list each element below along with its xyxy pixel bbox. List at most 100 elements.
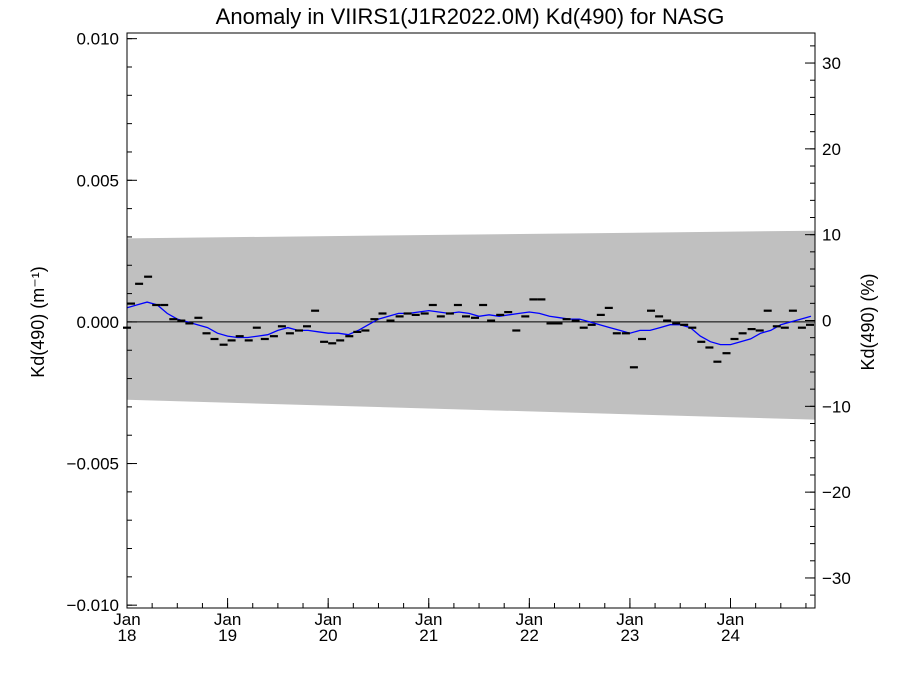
monthly-point xyxy=(471,316,479,319)
monthly-point xyxy=(361,329,370,332)
x-axis-year-label: 18 xyxy=(118,626,137,645)
monthly-point xyxy=(420,312,429,315)
monthly-point xyxy=(638,337,646,341)
x-axis-month-label: Jan xyxy=(717,610,744,629)
x-axis-year-label: 20 xyxy=(319,626,338,645)
monthly-point xyxy=(755,329,764,332)
x-axis-year-label: 24 xyxy=(721,626,740,645)
x-axis-year-label: 23 xyxy=(620,626,639,645)
left-axis-tick-label: 0.010 xyxy=(76,30,119,49)
monthly-point xyxy=(386,319,395,322)
monthly-point xyxy=(219,343,228,346)
monthly-point xyxy=(806,323,814,326)
monthly-point xyxy=(688,326,697,329)
monthly-point xyxy=(345,335,354,338)
right-axis-tick-label: 30 xyxy=(822,54,841,73)
monthly-point xyxy=(127,302,135,305)
left-axis-label: Kd(490) (m⁻¹) xyxy=(28,266,48,378)
x-axis-year-label: 22 xyxy=(520,626,539,645)
x-axis-year-label: 21 xyxy=(419,626,438,645)
monthly-point xyxy=(621,332,630,335)
monthly-point xyxy=(403,312,412,315)
monthly-point xyxy=(554,322,563,325)
monthly-point xyxy=(562,318,571,321)
monthly-point xyxy=(722,352,731,355)
monthly-point xyxy=(436,315,445,318)
uncertainty-band xyxy=(127,230,815,420)
monthly-point xyxy=(202,332,211,335)
monthly-point xyxy=(738,332,747,335)
monthly-point xyxy=(596,313,605,316)
monthly-point xyxy=(479,303,488,307)
right-axis-tick-label: −10 xyxy=(822,397,851,416)
right-axis-tick-label: −30 xyxy=(822,569,851,588)
chart-title: Anomaly in VIIRS1(J1R2022.0M) Kd(490) fo… xyxy=(216,4,725,29)
monthly-point xyxy=(772,325,781,328)
monthly-point xyxy=(135,282,144,285)
monthly-point xyxy=(672,322,681,325)
monthly-point xyxy=(629,366,638,369)
monthly-point xyxy=(680,323,689,326)
monthly-point xyxy=(571,319,580,322)
monthly-point xyxy=(496,313,505,316)
x-axis-month-label: Jan xyxy=(314,610,341,629)
monthly-point xyxy=(336,339,345,342)
monthly-point xyxy=(235,335,244,338)
monthly-point xyxy=(227,339,236,342)
monthly-point xyxy=(144,275,153,278)
monthly-point xyxy=(303,325,311,328)
x-axis-month-label: Jan xyxy=(415,610,442,629)
monthly-point xyxy=(537,298,546,301)
monthly-point xyxy=(504,311,513,314)
monthly-point xyxy=(328,342,337,345)
monthly-point xyxy=(445,312,454,315)
monthly-point xyxy=(797,326,806,329)
x-axis-year-label: 19 xyxy=(218,626,237,645)
monthly-point xyxy=(713,360,722,363)
monthly-point xyxy=(210,337,219,341)
monthly-point xyxy=(730,337,739,341)
monthly-point xyxy=(411,313,420,316)
monthly-point xyxy=(521,315,530,318)
monthly-point xyxy=(269,335,278,338)
left-axis-tick-label: −0.005 xyxy=(67,455,119,474)
monthly-point xyxy=(244,339,253,342)
monthly-point xyxy=(260,337,269,341)
right-axis-label: Kd(490) (%) xyxy=(858,273,878,370)
monthly-point xyxy=(612,332,621,335)
monthly-point xyxy=(453,303,462,307)
right-axis-tick-label: 0 xyxy=(822,312,831,331)
monthly-point xyxy=(780,326,789,329)
x-axis-month-label: Jan xyxy=(516,610,543,629)
left-axis-tick-label: 0.000 xyxy=(76,313,119,332)
x-axis-month-label: Jan xyxy=(214,610,241,629)
left-axis-tick-label: −0.010 xyxy=(67,596,119,615)
monthly-point xyxy=(378,312,387,315)
monthly-point xyxy=(763,309,772,312)
monthly-point xyxy=(169,318,178,321)
monthly-point xyxy=(512,329,521,332)
monthly-point xyxy=(655,315,664,318)
monthly-point xyxy=(428,303,437,307)
monthly-point xyxy=(160,303,169,307)
monthly-point xyxy=(747,328,756,331)
right-axis-tick-label: −20 xyxy=(822,483,851,502)
left-axis-tick-label: 0.005 xyxy=(76,171,119,190)
monthly-point xyxy=(295,329,303,332)
x-axis-month-label: Jan xyxy=(616,610,643,629)
monthly-point xyxy=(311,309,320,312)
monthly-point xyxy=(152,303,161,307)
monthly-point xyxy=(647,309,655,312)
monthly-point xyxy=(529,298,538,301)
monthly-point xyxy=(395,315,404,318)
monthly-point xyxy=(177,319,186,322)
monthly-point xyxy=(320,340,329,343)
monthly-point xyxy=(587,323,596,326)
monthly-point xyxy=(277,325,286,328)
right-axis-tick-label: 20 xyxy=(822,140,841,159)
monthly-point xyxy=(462,315,470,318)
monthly-point xyxy=(285,332,294,335)
monthly-point xyxy=(663,319,672,322)
